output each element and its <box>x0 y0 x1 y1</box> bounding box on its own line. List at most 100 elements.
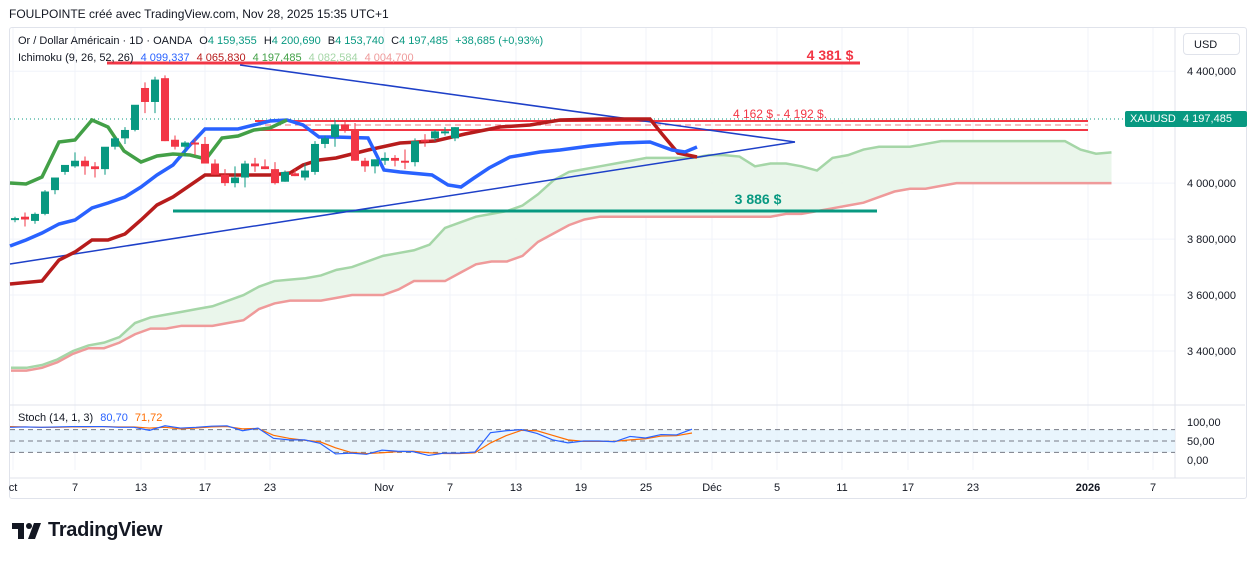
stoch-k-line <box>9 425 693 457</box>
x-tick-label: 7 <box>72 482 78 494</box>
ichimoku-chikou-value: 4 197,485 <box>252 52 302 64</box>
candle-body <box>381 157 389 161</box>
candle-body <box>211 163 219 175</box>
candle-body <box>151 79 159 102</box>
candle-body <box>351 129 359 161</box>
candle-body <box>291 173 299 177</box>
candle-body <box>201 143 209 164</box>
x-tick-label: Nov <box>374 482 394 494</box>
low-label: B <box>327 35 336 47</box>
candle-body <box>391 157 399 161</box>
x-tick-label: 19 <box>575 482 587 494</box>
senkou-span-a-line <box>11 139 1112 370</box>
candle-body <box>311 143 319 172</box>
candle-body <box>411 141 419 163</box>
trendline-lower <box>9 141 796 265</box>
symbol-title: Or / Dollar Américain · 1D · OANDA <box>18 35 193 47</box>
zone-label: 4 162 $ - 4 192 $. <box>733 107 827 121</box>
y-tick-label: 4 000,000 <box>1187 178 1236 190</box>
candle-body <box>431 131 439 139</box>
open-value: 4 159,355 <box>207 35 257 47</box>
price-tag-value: 4 197,485 <box>1176 111 1247 127</box>
candle-body <box>161 78 169 142</box>
candle-body <box>41 191 49 214</box>
candle-body <box>71 160 79 167</box>
x-tick-label: 17 <box>199 482 211 494</box>
ichimoku-cloud <box>11 141 1112 371</box>
stoch-tick-label: 0,00 <box>1187 455 1208 467</box>
candle-body <box>251 163 259 167</box>
x-tick-label: ct <box>9 482 18 494</box>
price-tag-symbol: XAUUSD <box>1125 111 1180 127</box>
y-tick-label: 3 800,000 <box>1187 234 1236 246</box>
x-tick-label: Déc <box>702 482 722 494</box>
low-value: 4 153,740 <box>335 35 385 47</box>
ichimoku-tenkan-value: 4 099,337 <box>140 52 190 64</box>
chart-caption: FOULPOINTE créé avec TradingView.com, No… <box>9 7 389 21</box>
level-4381-label: 4 381 $ <box>807 47 854 63</box>
close-value: 4 197,485 <box>399 35 449 47</box>
candle-body <box>221 174 229 184</box>
candle-body <box>361 160 369 167</box>
x-tick-label: 23 <box>264 482 276 494</box>
y-tick-label: 3 600,000 <box>1187 290 1236 302</box>
x-tick-label: 11 <box>836 482 847 494</box>
candle-body <box>21 216 29 220</box>
ichimoku-legend: Ichimoku (9, 26, 52, 26) 4 099,337 4 065… <box>18 52 418 64</box>
x-tick-label: 5 <box>774 482 780 494</box>
tenkan-sen-line <box>9 118 698 248</box>
candle-body <box>101 146 109 170</box>
x-tick-label: 23 <box>967 482 979 494</box>
candle-body <box>401 160 409 163</box>
level-3886-label: 3 886 $ <box>735 191 782 207</box>
candle-body <box>331 124 339 137</box>
candle-body <box>321 138 329 144</box>
x-tick-label: 13 <box>135 482 147 494</box>
candle-body <box>31 213 39 221</box>
candle-body <box>441 131 449 134</box>
y-tick-label: 3 400,000 <box>1187 346 1236 358</box>
x-tick-label: 13 <box>510 482 522 494</box>
candle-body <box>241 163 249 178</box>
chart-frame[interactable] <box>9 27 1247 499</box>
stoch-k-value: 80,70 <box>100 412 128 424</box>
high-value: 4 200,690 <box>271 35 321 47</box>
candle-body <box>141 87 149 102</box>
chikou-span-line <box>9 117 288 186</box>
candle-body <box>11 218 19 221</box>
ichimoku-kijun-value: 4 065,830 <box>196 52 246 64</box>
x-tick-label: 7 <box>447 482 453 494</box>
stoch-d-value: 71,72 <box>134 412 163 424</box>
change-value: +38,685 (+0,93%) <box>455 35 544 47</box>
candle-body <box>121 129 129 139</box>
symbol-legend: Or / Dollar Américain · 1D · OANDA O4 15… <box>18 35 547 47</box>
candle-body <box>271 169 279 184</box>
tradingview-logo-text: TradingView <box>48 519 163 541</box>
candle-body <box>111 138 119 147</box>
candle-body <box>261 166 269 170</box>
trendline-upper <box>239 64 796 143</box>
candle-body <box>341 124 349 130</box>
candle-body <box>371 159 379 167</box>
candle-body <box>171 139 179 147</box>
close-label: C <box>391 35 400 47</box>
candle-body <box>181 142 189 147</box>
ichimoku-spanb-value: 4 004,700 <box>364 52 414 64</box>
stoch-tick-label: 50,00 <box>1187 436 1215 448</box>
stoch-legend: Stoch (14, 1, 3) 80,70 71,72 <box>18 412 166 424</box>
senkou-span-b-line <box>11 181 1112 372</box>
ichimoku-label: Ichimoku (9, 26, 52, 26) <box>18 52 134 64</box>
tradingview-logo[interactable]: TradingView <box>12 519 162 542</box>
candle-body <box>91 166 99 170</box>
tradingview-logo-icon <box>12 522 41 539</box>
stoch-label: Stoch (14, 1, 3) <box>18 412 94 424</box>
x-tick-label: 17 <box>902 482 914 494</box>
candle-body <box>421 139 429 142</box>
high-label: H <box>263 35 272 47</box>
candle-body <box>131 104 139 130</box>
candle-body <box>451 127 459 139</box>
currency-button[interactable]: USD <box>1183 33 1240 55</box>
candle-body <box>281 171 289 182</box>
x-tick-label: 2026 <box>1076 482 1100 494</box>
